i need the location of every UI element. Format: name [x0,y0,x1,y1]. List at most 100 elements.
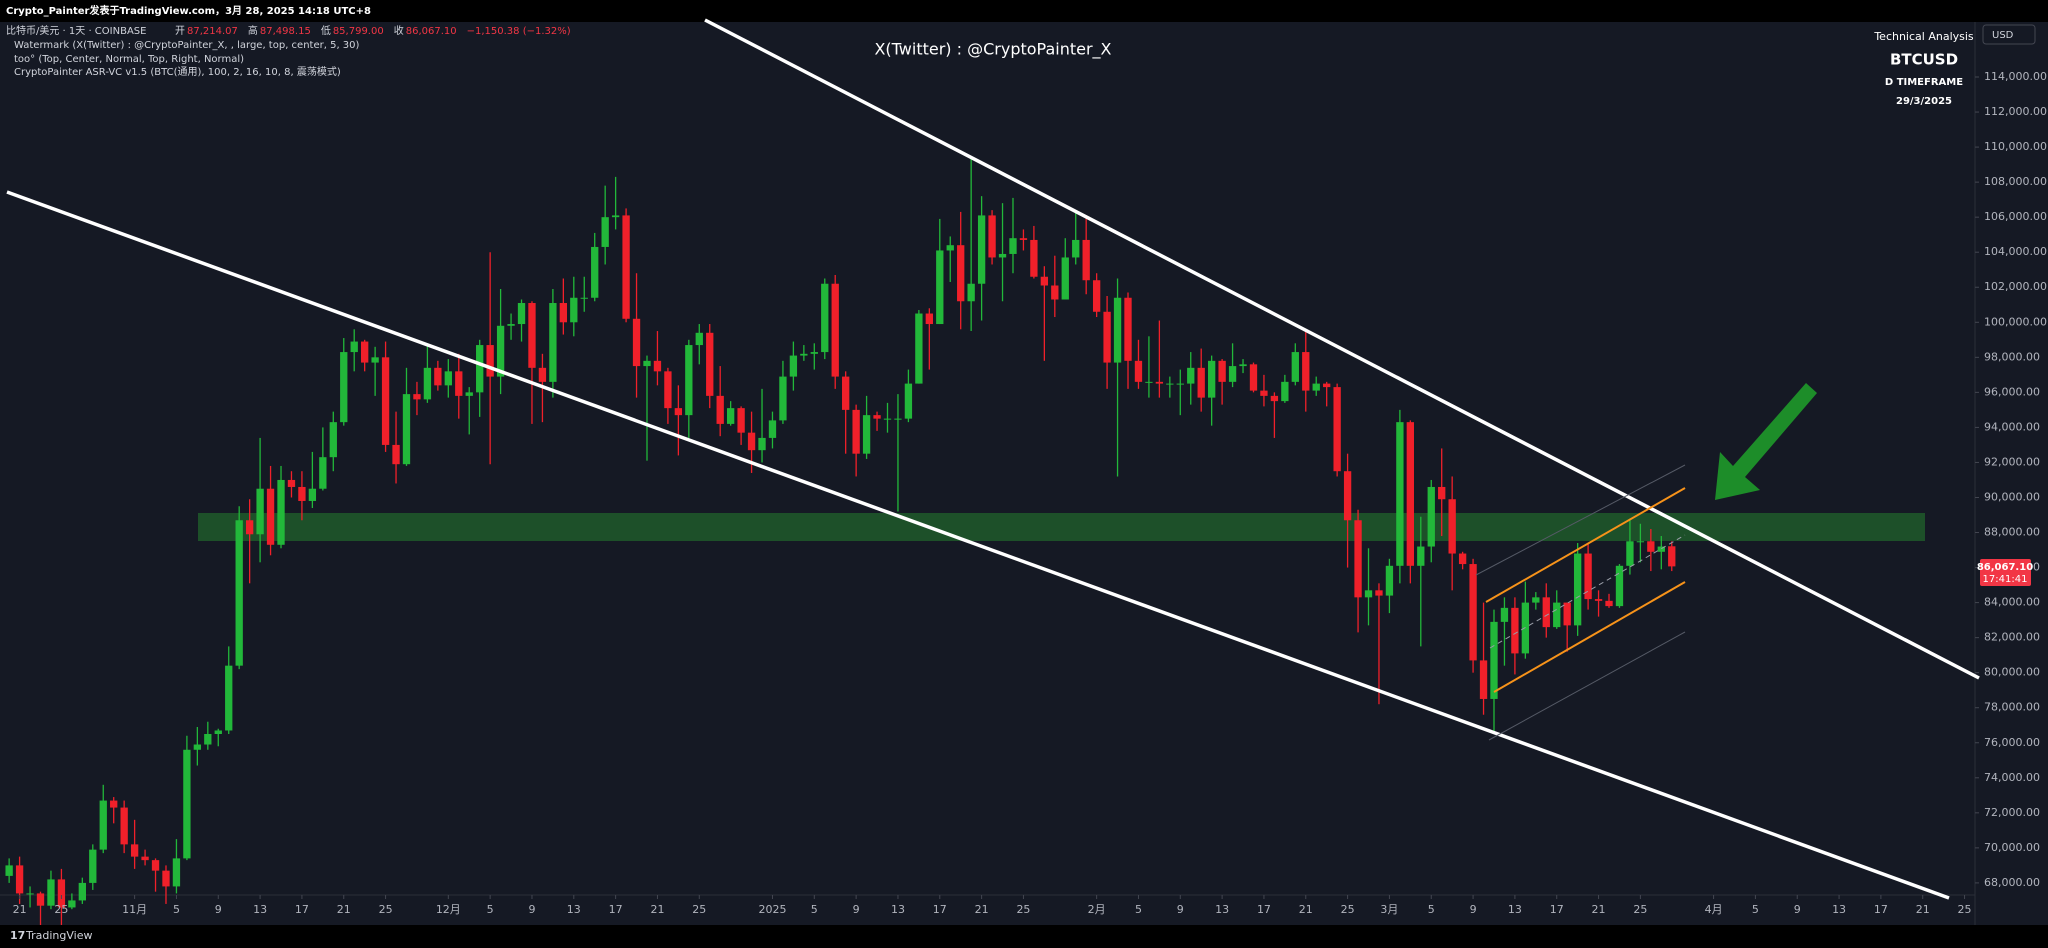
candle-body [89,849,97,883]
candle-body [214,730,222,734]
candle-body [1176,383,1184,385]
candle-body [172,858,181,887]
currency-button[interactable] [1982,24,2036,45]
candle-body [1448,499,1456,554]
candle-body [643,360,651,367]
indicator: CryptoPainter ASR-VC v1.5 (BTC(通用), 100,… [14,65,341,78]
candle-body [130,844,139,857]
x-tick-label: 21 [13,903,27,916]
candle-body [1030,239,1038,277]
candle-body [1553,602,1561,628]
candle-body [183,749,191,859]
x-tick-label: 9 [1794,903,1801,916]
candle-body [611,215,620,218]
candle-body [1113,297,1122,363]
candle-body [1396,422,1404,566]
candle-body [36,893,45,906]
candle-body [1542,597,1550,628]
y-tick-label: 94,000.00 [1984,420,2040,433]
candle-body [204,733,212,745]
candle-body [402,394,411,465]
x-tick-label: 5 [1135,903,1142,916]
legend-change: −1,150.38 (−1.32%) [467,26,571,37]
candle-body [496,325,505,377]
candle-body [1270,395,1279,402]
candle-body [977,215,986,284]
y-tick-label: 88,000.00 [1984,526,2040,539]
x-tick-label: 21 [975,903,989,916]
legend-ohlc-label: 开 [175,26,185,37]
x-tick-label: 9 [1470,903,1477,916]
y-tick-label: 92,000.00 [1984,455,2040,468]
candle-body [1197,367,1205,398]
y-tick-label: 84,000.00 [1984,596,2040,609]
x-tick-label: 2月 [1088,903,1106,916]
candle-body [1668,546,1676,567]
candle-body [695,332,703,346]
countdown: 17:41:41 [1983,574,2028,585]
x-tick-label: 13 [1832,903,1846,916]
x-tick-label: 25 [692,903,706,916]
candle-body [726,408,735,424]
candle-body [1061,257,1069,300]
candle-body [1072,239,1080,258]
x-tick-label: 5 [173,903,180,916]
candle-body [1103,311,1111,363]
candle-body [78,882,86,901]
channel-mid [1489,534,1686,649]
candle-body [653,360,662,372]
price-axis: 68,000.00 70,000.00 72,000.00 74,000.00 76,0… [1975,70,2047,889]
candle-body [1134,360,1143,382]
info-date: 29/3/2025 [1896,96,1952,107]
candle-body [821,283,829,353]
candle-body [998,253,1007,258]
channel [1475,464,1686,741]
publish-info: Crypto_Painter发表于TradingView.com，3月 28, … [6,4,371,17]
y-tick-label: 104,000.00 [1984,245,2047,258]
candle-body [883,418,892,420]
candle-body [1573,553,1582,626]
candle-body [1584,553,1592,600]
y-tick-label: 108,000.00 [1984,175,2047,188]
candle-body [15,865,24,894]
arrow [1715,383,1817,500]
y-tick-label: 72,000.00 [1984,806,2040,819]
x-tick-label: 13 [891,903,905,916]
candle-body [810,352,818,354]
watermark: X(Twitter) : @CryptoPainter_X [874,40,1111,60]
y-tick-label: 80,000.00 [1984,666,2040,679]
x-tick-label: 21 [1299,903,1313,916]
candle-body [622,215,630,319]
y-tick-label: 114,000.00 [1984,70,2047,83]
legend-ohlc-value: 85,799.00 [333,26,384,37]
x-tick-label: 13 [1215,903,1229,916]
channel-outer [1488,631,1686,741]
legend-ohlc-value: 87,498.15 [260,26,311,37]
candle-body [915,313,923,384]
candle-body [68,900,76,908]
currency[interactable]: USD [1992,30,2014,41]
candle-body [1092,280,1101,312]
x-tick-label: 5 [1752,903,1759,916]
x-tick-label: 17 [609,903,623,916]
x-tick-label: 25 [1958,903,1972,916]
footer-logo: 17 [10,929,25,942]
legend-ohlc-label: 低 [321,24,331,37]
y-tick-label: 106,000.00 [1984,210,2047,223]
candle-body [1500,607,1509,622]
candle-body [1312,383,1320,391]
x-tick-label: 25 [1633,903,1647,916]
candles [5,157,1676,931]
candle-body [852,409,860,454]
candle-body [946,245,954,251]
candle-body [591,246,599,298]
candle-body [664,371,672,409]
candle-body [1615,565,1624,607]
x-tick-label: 9 [215,903,222,916]
candle-body [1302,352,1310,391]
candle-body [988,215,996,258]
y-tick-label: 90,000.00 [1984,490,2040,503]
y-tick-label: 82,000.00 [1984,631,2040,644]
y-tick-label: 100,000.00 [1984,315,2047,328]
